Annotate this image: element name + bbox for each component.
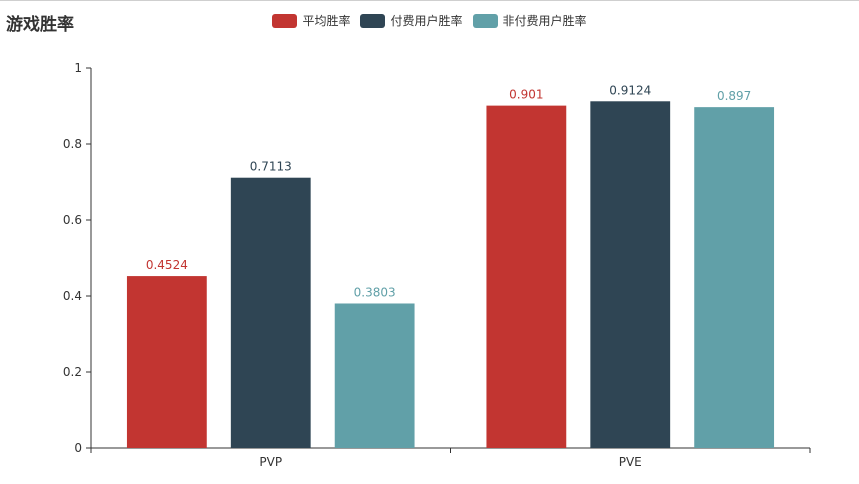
bar-value-label: 0.9124 [609, 83, 651, 97]
bar-value-label: 0.7113 [250, 160, 292, 174]
legend-label: 平均胜率 [302, 14, 351, 28]
y-tick-label: 1 [74, 61, 82, 75]
y-tick-label: 0.8 [63, 137, 82, 151]
bar [126, 276, 207, 448]
bar-value-label: 0.901 [509, 88, 543, 102]
x-tick-label: PVE [619, 455, 642, 469]
legend-item-series-0[interactable]: 平均胜率 [272, 12, 350, 29]
top-divider [0, 0, 859, 1]
y-tick-label: 0 [74, 441, 82, 455]
legend-item-series-1[interactable]: 付费用户胜率 [360, 12, 463, 29]
bar [590, 101, 671, 449]
legend-swatch [472, 13, 498, 28]
legend-item-series-2[interactable]: 非付费用户胜率 [472, 12, 587, 29]
chart-title: 游戏胜率 [6, 15, 74, 35]
legend-label: 非付费用户胜率 [502, 14, 587, 28]
legend: 平均胜率 付费用户胜率 非付费用户胜率 [0, 12, 859, 29]
bar [230, 177, 311, 448]
y-tick-label: 0.2 [63, 365, 82, 379]
bar [486, 105, 567, 449]
bar-value-label: 0.4524 [146, 258, 188, 272]
y-tick-label: 0.4 [63, 289, 82, 303]
bar [334, 303, 415, 448]
x-tick-label: PVP [259, 455, 282, 469]
legend-swatch [272, 13, 298, 28]
bar [694, 107, 775, 448]
legend-swatch [360, 13, 386, 28]
y-tick-label: 0.6 [63, 213, 82, 227]
legend-label: 付费用户胜率 [390, 14, 463, 28]
bar-value-label: 0.3803 [354, 285, 396, 299]
bar-value-label: 0.897 [717, 89, 751, 103]
